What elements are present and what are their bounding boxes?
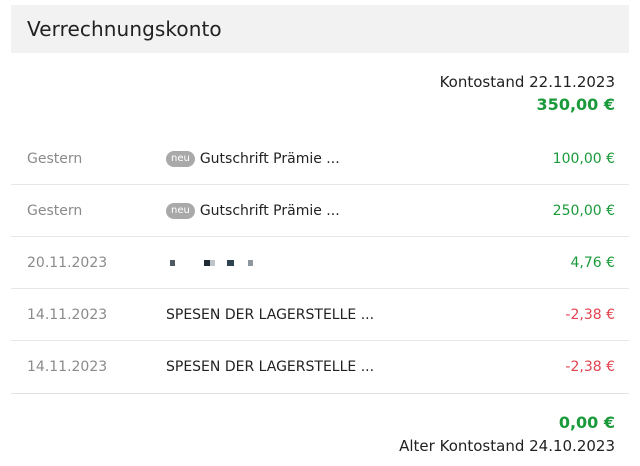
transaction-description-cell: SPESEN DER LAGERSTELLE ...: [166, 359, 535, 375]
transaction-date: 14.11.2023: [27, 306, 108, 323]
new-badge: neu: [166, 150, 195, 167]
old-balance-amount: 0,00 €: [558, 413, 615, 432]
new-badge: neu: [166, 202, 195, 219]
transaction-date: 20.11.2023: [27, 254, 108, 271]
current-balance: Kontostand 22.11.2023 350,00 €: [11, 53, 629, 133]
transaction-description-cell: neu Gutschrift Prämie ...: [166, 202, 535, 219]
transaction-amount: -2,38 €: [565, 359, 615, 375]
old-balance: 0,00 € Alter Kontostand 24.10.2023: [11, 394, 629, 457]
account-panel: Verrechnungskonto Kontostand 22.11.2023 …: [11, 5, 629, 466]
transaction-amount: 250,00 €: [552, 202, 615, 219]
transaction-date: 14.11.2023: [27, 359, 108, 375]
transaction-description: SPESEN DER LAGERSTELLE ...: [166, 306, 375, 323]
transaction-description-cell: [166, 259, 535, 266]
transaction-list: Gestern neu Gutschrift Prämie ... 100,00…: [11, 133, 629, 394]
transaction-description-cell: SPESEN DER LAGERSTELLE ...: [166, 307, 535, 323]
transaction-row[interactable]: 20.11.2023 4,76 €: [11, 237, 629, 289]
transaction-row[interactable]: 14.11.2023 SPESEN DER LAGERSTELLE ... -2…: [11, 341, 629, 393]
transaction-row[interactable]: Gestern neu Gutschrift Prämie ... 250,00…: [11, 185, 629, 237]
transaction-description: Gutschrift Prämie ...: [199, 202, 340, 219]
transaction-description-cell: neu Gutschrift Prämie ...: [166, 150, 535, 167]
transaction-date: Gestern: [27, 150, 83, 167]
current-balance-label: Kontostand 22.11.2023: [439, 73, 615, 91]
current-balance-amount: 350,00 €: [536, 95, 615, 114]
transaction-date: Gestern: [27, 202, 83, 219]
transaction-amount: 4,76 €: [570, 254, 615, 271]
old-balance-label: Alter Kontostand 24.10.2023: [399, 437, 615, 455]
transaction-row[interactable]: 14.11.2023 SPESEN DER LAGERSTELLE ... -2…: [11, 289, 629, 341]
transaction-description: Gutschrift Prämie ...: [199, 150, 340, 167]
transaction-row[interactable]: Gestern neu Gutschrift Prämie ... 100,00…: [11, 133, 629, 185]
transaction-amount: 100,00 €: [552, 150, 615, 167]
transaction-description: SPESEN DER LAGERSTELLE ...: [166, 359, 375, 375]
account-title: Verrechnungskonto: [27, 17, 222, 41]
transaction-amount: -2,38 €: [565, 306, 615, 323]
account-header: Verrechnungskonto: [11, 5, 629, 53]
masked-description: [166, 259, 253, 266]
